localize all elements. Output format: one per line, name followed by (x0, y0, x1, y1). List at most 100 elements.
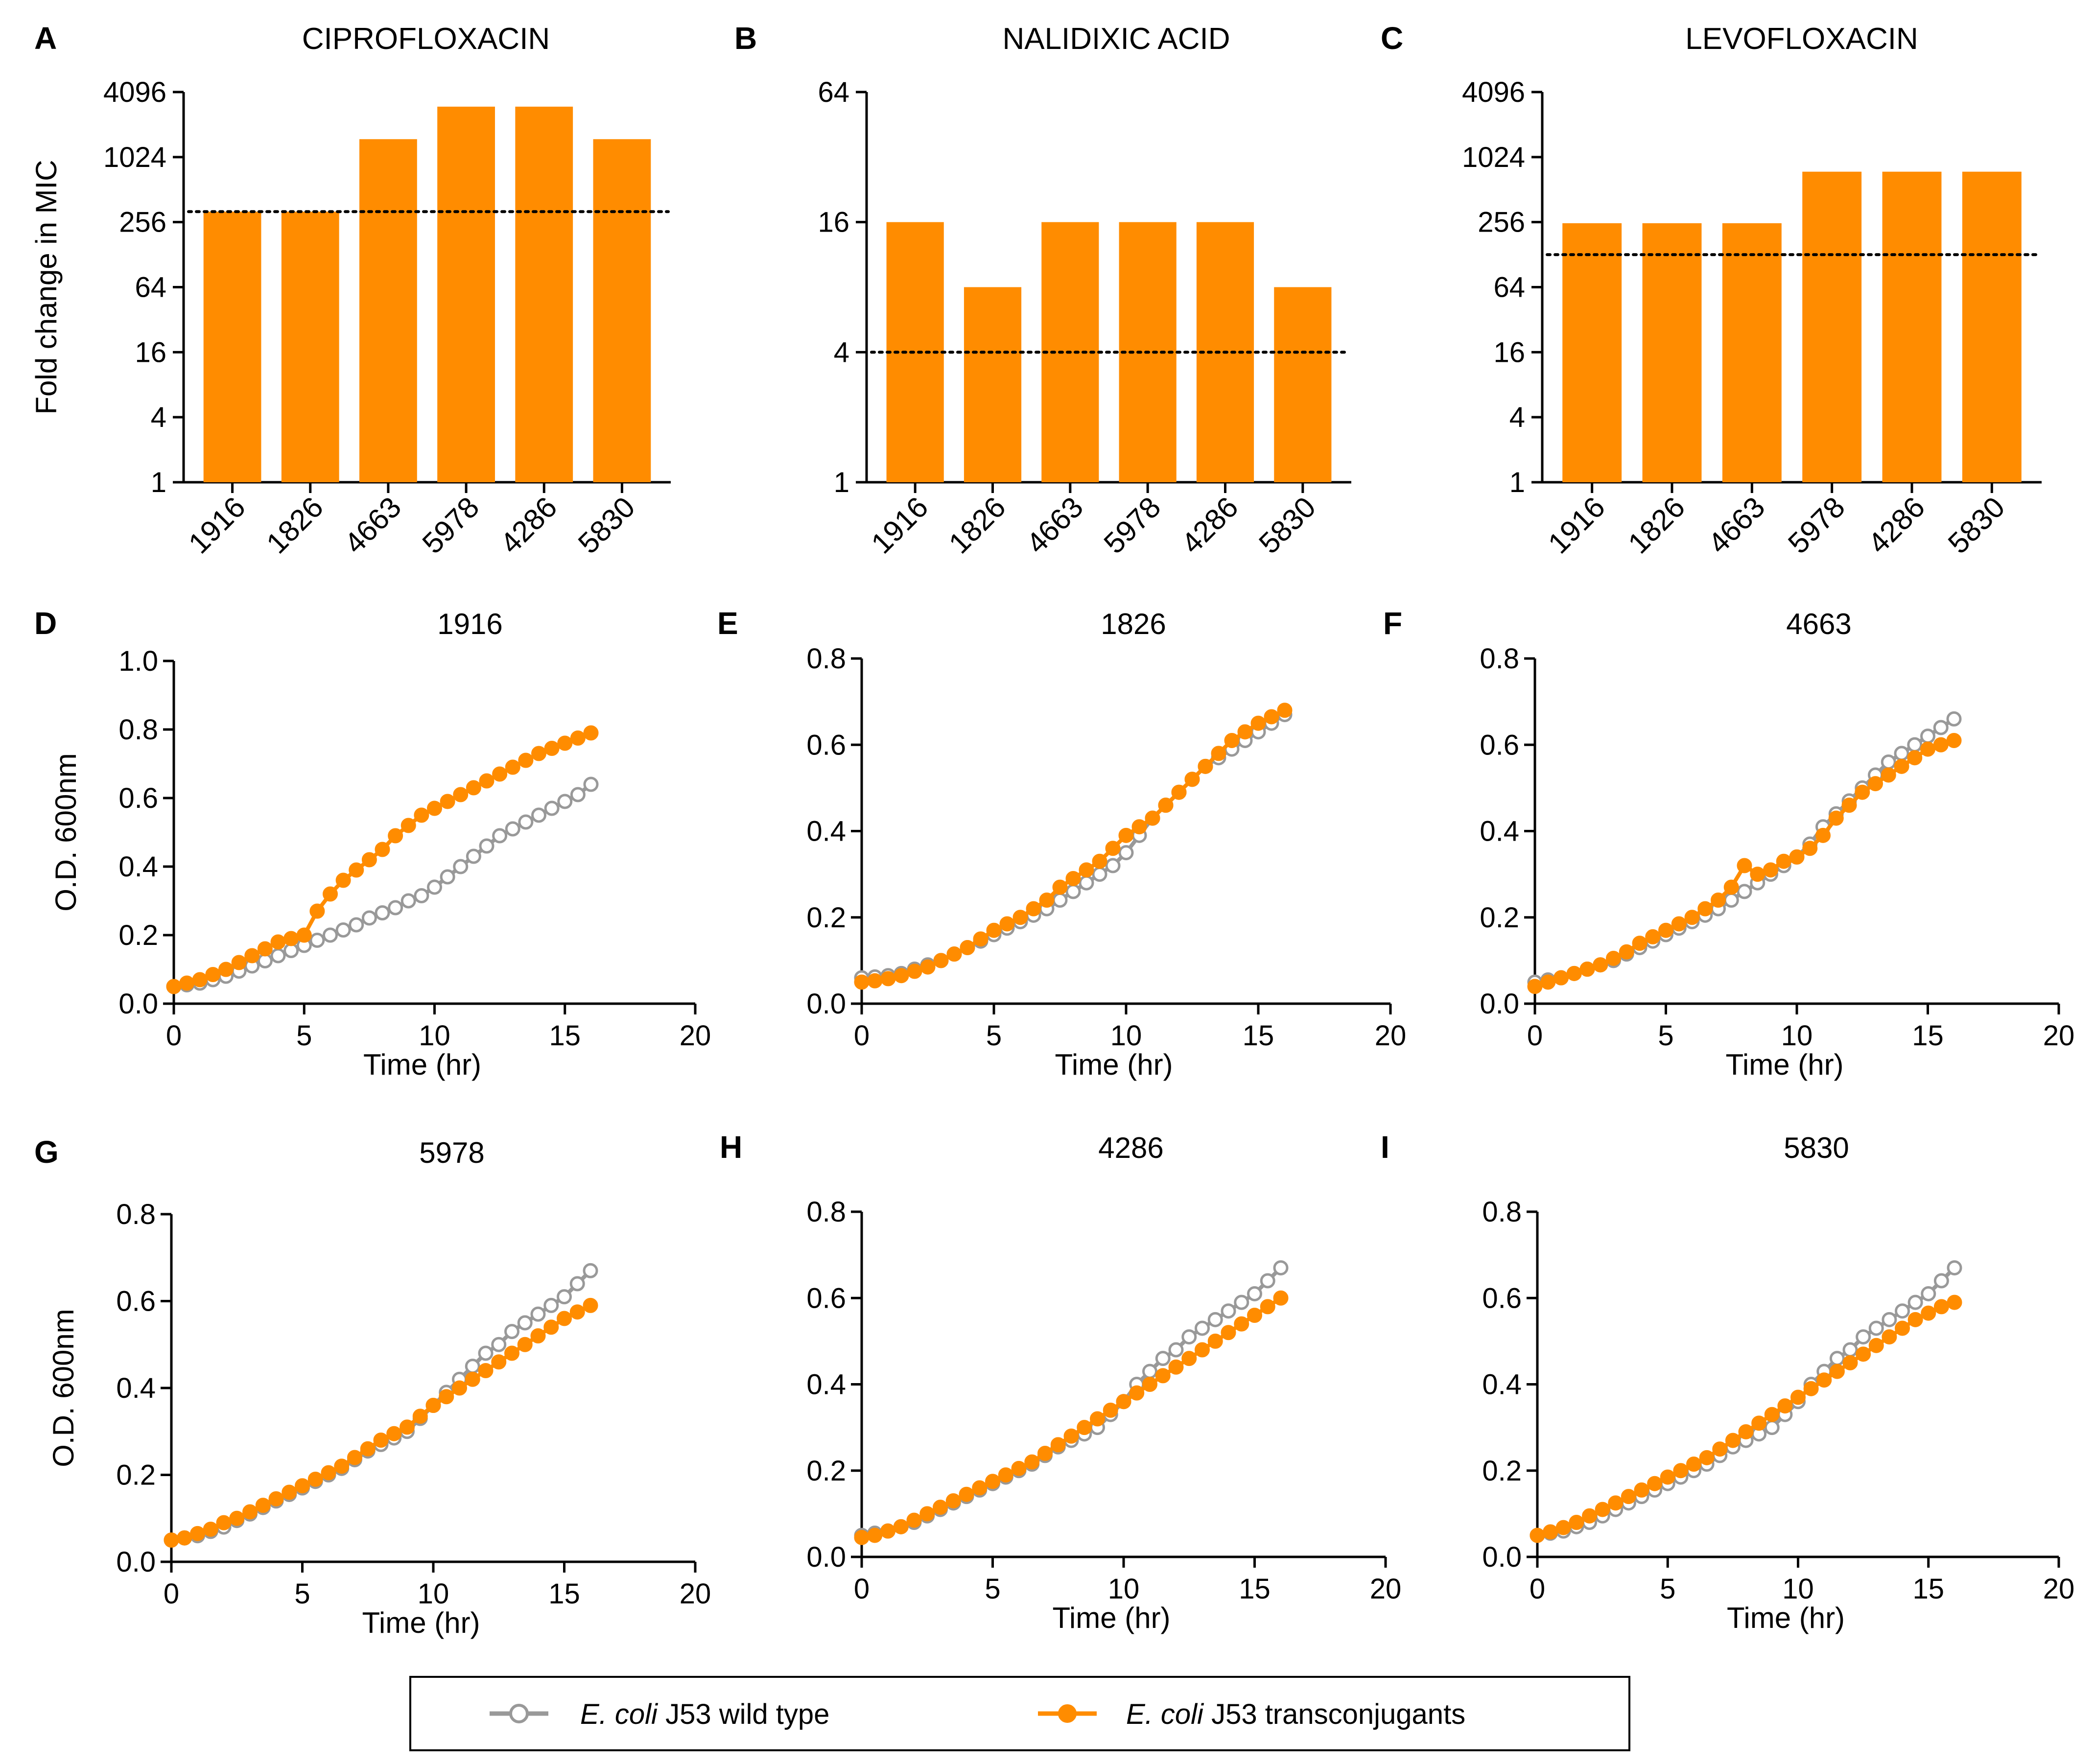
x-tick-label: 15 (1912, 1573, 1944, 1605)
chart-title: LEVOFLOXACIN (1685, 22, 1918, 56)
data-point-wild-type (504, 1324, 519, 1340)
data-point-transconjugants (1092, 853, 1107, 869)
data-point-transconjugants (530, 1328, 546, 1343)
data-point-transconjugants (205, 967, 221, 982)
data-point-transconjugants (1764, 1407, 1780, 1422)
panel-label: B (734, 21, 757, 56)
data-point-transconjugants (1619, 944, 1634, 960)
x-tick-label: 10 (419, 1020, 450, 1052)
x-tick-label: 5 (294, 1578, 310, 1610)
data-point-wild-type (479, 838, 494, 854)
data-point-wild-type (1868, 1320, 1884, 1336)
data-point-transconjugants (1815, 827, 1831, 843)
data-point-transconjugants (1634, 1482, 1649, 1498)
y-tick-label: 0.2 (116, 1459, 156, 1491)
legend-wild-type-rest: J53 wild type (658, 1698, 829, 1730)
data-point-transconjugants (231, 955, 247, 970)
data-point-transconjugants (893, 1519, 909, 1534)
data-point-transconjugants (504, 1345, 519, 1361)
legend: E. coli J53 wild type E. coli J53 transc… (409, 1676, 1630, 1751)
x-tick-label: 15 (549, 1020, 581, 1052)
data-point-transconjugants (1868, 776, 1883, 792)
data-point-transconjugants (478, 1363, 494, 1378)
data-point-wild-type (583, 776, 599, 792)
y-tick-label: 16 (1493, 336, 1525, 368)
data-point-wild-type (1907, 1294, 1923, 1310)
data-point-transconjugants (1105, 841, 1121, 856)
data-point-transconjugants (1907, 1312, 1923, 1327)
data-point-transconjugants (531, 746, 546, 761)
data-point-wild-type (492, 828, 508, 844)
x-axis-label: Time (hr) (1052, 1601, 1170, 1634)
y-tick-label: 1 (151, 467, 166, 498)
x-tick-label: 5 (1660, 1573, 1675, 1605)
x-tick-label: 0 (164, 1578, 179, 1610)
panel-label: D (34, 606, 57, 641)
data-point-wild-type (1142, 1364, 1157, 1379)
data-point-transconjugants (907, 964, 922, 979)
y-tick-label: 0.4 (118, 851, 158, 883)
data-point-transconjugants (1933, 1299, 1949, 1315)
data-point-transconjugants (1024, 1454, 1040, 1470)
legend-frame (409, 1676, 1630, 1751)
data-point-transconjugants (1882, 1329, 1897, 1345)
data-point-wild-type (388, 900, 403, 916)
data-point-transconjugants (268, 1491, 284, 1506)
data-point-transconjugants (1090, 1411, 1105, 1427)
data-point-transconjugants (1660, 1469, 1675, 1485)
y-tick-label: 0.6 (1480, 729, 1519, 761)
legend-item-transconjugants: E. coli J53 transconjugants (1038, 1698, 1465, 1730)
data-point-wild-type (1234, 1294, 1249, 1310)
data-point-transconjugants (1277, 703, 1293, 718)
data-point-wild-type (465, 1359, 480, 1374)
data-point-transconjugants (440, 794, 455, 809)
data-point-wild-type (1181, 1329, 1197, 1345)
y-tick-label: 256 (1478, 207, 1525, 238)
data-point-wild-type (335, 922, 351, 938)
data-point-transconjugants (1527, 979, 1543, 994)
y-tick-label: 0.2 (118, 919, 158, 951)
x-tick-label: 5 (1658, 1020, 1673, 1052)
data-point-transconjugants (465, 1371, 480, 1387)
data-point-transconjugants (307, 1471, 323, 1487)
data-point-wild-type (557, 1289, 572, 1305)
x-tick-label: 20 (1375, 1020, 1407, 1052)
data-point-transconjugants (1555, 1520, 1571, 1535)
data-point-transconjugants (1221, 1325, 1236, 1341)
x-tick-label: 0 (854, 1020, 870, 1052)
data-point-wild-type (1247, 1286, 1262, 1301)
x-tick-label: 10 (418, 1578, 449, 1610)
x-tick-label: 4286 (1861, 491, 1931, 560)
y-tick-label: 0.8 (806, 1196, 846, 1228)
chart-title: 1916 (437, 608, 502, 640)
x-tick-label: 15 (548, 1578, 580, 1610)
x-tick-label: 1826 (942, 491, 1012, 560)
data-point-transconjugants (1803, 1381, 1819, 1396)
data-point-wild-type (1118, 845, 1134, 861)
data-point-transconjugants (920, 959, 936, 975)
data-point-transconjugants (1142, 1377, 1157, 1392)
x-tick-label: 10 (1781, 1020, 1813, 1052)
data-point-wild-type (530, 1306, 546, 1322)
x-tick-label: 10 (1108, 1573, 1140, 1605)
data-point-transconjugants (505, 759, 520, 775)
bar (593, 139, 651, 482)
data-point-transconjugants (583, 1297, 598, 1313)
data-point-transconjugants (919, 1506, 935, 1522)
data-point-wild-type (466, 848, 481, 864)
chart-title: CIPROFLOXACIN (302, 22, 550, 56)
data-point-transconjugants (854, 1529, 870, 1545)
y-tick-label: 0.0 (806, 1541, 846, 1573)
data-point-transconjugants (880, 971, 896, 987)
x-tick-label: 10 (1110, 1020, 1142, 1052)
data-point-transconjugants (1921, 1305, 1936, 1321)
x-tick-label: 1826 (260, 491, 330, 560)
data-point-transconjugants (933, 953, 949, 968)
y-tick-label: 0.4 (806, 1369, 846, 1401)
data-point-transconjugants (1947, 1294, 1962, 1310)
data-point-transconjugants (257, 941, 273, 957)
y-tick-label: 16 (135, 336, 166, 368)
data-point-transconjugants (1181, 1351, 1197, 1366)
x-axis-label: Time (hr) (362, 1606, 480, 1639)
